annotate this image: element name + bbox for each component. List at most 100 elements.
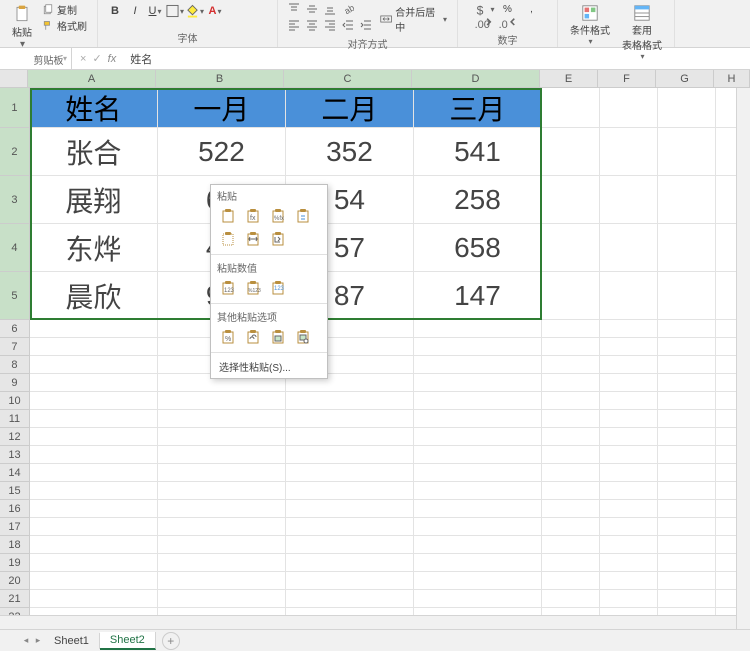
row-header[interactable]: 15: [0, 482, 29, 500]
column-header[interactable]: A: [28, 70, 156, 87]
cell[interactable]: [600, 554, 658, 572]
underline-button[interactable]: U▾: [146, 2, 164, 20]
conditional-format-button[interactable]: 条件格式▾: [566, 2, 614, 48]
cell[interactable]: [414, 500, 542, 518]
cell[interactable]: 晨欣: [30, 272, 158, 320]
cell[interactable]: 东烨: [30, 224, 158, 272]
cell[interactable]: [158, 482, 286, 500]
row-header[interactable]: 12: [0, 428, 29, 446]
copy-button[interactable]: 复制: [40, 2, 89, 17]
cell[interactable]: [30, 572, 158, 590]
cell[interactable]: [542, 176, 600, 224]
cell[interactable]: [658, 128, 716, 176]
cell[interactable]: [600, 320, 658, 338]
cell[interactable]: [30, 338, 158, 356]
align-left-button[interactable]: [286, 18, 302, 32]
sheet-nav-next[interactable]: ▸: [32, 635, 44, 646]
cell[interactable]: [600, 88, 658, 128]
cell[interactable]: [414, 590, 542, 608]
row-header[interactable]: 13: [0, 446, 29, 464]
cell[interactable]: [286, 500, 414, 518]
cell[interactable]: [30, 536, 158, 554]
cell[interactable]: [658, 446, 716, 464]
align-middle-button[interactable]: [304, 2, 320, 16]
cell[interactable]: [542, 128, 600, 176]
name-box[interactable]: [0, 48, 72, 69]
indent-dec-button[interactable]: [340, 18, 356, 32]
paste-button[interactable]: 粘贴 ▾: [8, 2, 36, 52]
cell[interactable]: [542, 446, 600, 464]
paste-values-number-icon[interactable]: %123: [242, 278, 264, 298]
paste-formatting-icon[interactable]: %: [217, 327, 239, 347]
cell[interactable]: [600, 572, 658, 590]
column-header[interactable]: F: [598, 70, 656, 87]
paste-keep-source-icon[interactable]: [292, 206, 314, 226]
row-header[interactable]: 2: [0, 128, 29, 176]
cell[interactable]: [286, 518, 414, 536]
cell[interactable]: [286, 590, 414, 608]
cell[interactable]: [158, 446, 286, 464]
cell[interactable]: [600, 590, 658, 608]
cell[interactable]: [542, 392, 600, 410]
row-header[interactable]: 16: [0, 500, 29, 518]
cell[interactable]: [658, 428, 716, 446]
paste-special-menu-item[interactable]: 选择性粘贴(S)...: [211, 355, 327, 378]
cell[interactable]: [658, 572, 716, 590]
paste-link-icon[interactable]: [242, 327, 264, 347]
cell[interactable]: 352: [286, 128, 414, 176]
paste-formulas-icon[interactable]: fx: [242, 206, 264, 226]
cell[interactable]: [158, 554, 286, 572]
row-header[interactable]: 7: [0, 338, 29, 356]
column-header[interactable]: E: [540, 70, 598, 87]
align-right-button[interactable]: [322, 18, 338, 32]
cell[interactable]: [542, 572, 600, 590]
align-center-button[interactable]: [304, 18, 320, 32]
add-sheet-button[interactable]: +: [162, 632, 180, 650]
cell[interactable]: [542, 590, 600, 608]
cell[interactable]: [286, 428, 414, 446]
cell[interactable]: [286, 482, 414, 500]
cell[interactable]: [542, 500, 600, 518]
row-header[interactable]: 4: [0, 224, 29, 272]
cell[interactable]: [600, 500, 658, 518]
cell[interactable]: [30, 464, 158, 482]
cell[interactable]: [600, 356, 658, 374]
comma-button[interactable]: ,: [521, 2, 543, 16]
italic-button[interactable]: I: [126, 2, 144, 20]
merge-center-button[interactable]: 合并后居中▾: [378, 2, 449, 36]
cell[interactable]: [542, 554, 600, 572]
cell[interactable]: [542, 428, 600, 446]
cell[interactable]: [658, 224, 716, 272]
sheet-nav-prev[interactable]: ◂: [20, 635, 32, 646]
cell[interactable]: [600, 392, 658, 410]
row-header[interactable]: 19: [0, 554, 29, 572]
cell[interactable]: [158, 464, 286, 482]
row-header[interactable]: 5: [0, 272, 29, 320]
cell[interactable]: [658, 590, 716, 608]
cell[interactable]: [286, 446, 414, 464]
paste-linked-picture-icon[interactable]: [292, 327, 314, 347]
cell[interactable]: [286, 464, 414, 482]
paste-values-icon[interactable]: 123: [217, 278, 239, 298]
cell[interactable]: [30, 374, 158, 392]
paste-all-icon[interactable]: [217, 206, 239, 226]
cell[interactable]: [414, 446, 542, 464]
cell[interactable]: [658, 410, 716, 428]
cell[interactable]: [658, 320, 716, 338]
cell[interactable]: [600, 410, 658, 428]
cell[interactable]: [658, 176, 716, 224]
paste-picture-icon[interactable]: [267, 327, 289, 347]
row-header[interactable]: 6: [0, 320, 29, 338]
cell[interactable]: [414, 374, 542, 392]
cell[interactable]: [158, 590, 286, 608]
cell[interactable]: 张合: [30, 128, 158, 176]
cell[interactable]: [600, 176, 658, 224]
cell[interactable]: [542, 518, 600, 536]
cell[interactable]: [600, 482, 658, 500]
vertical-scrollbar[interactable]: [736, 88, 750, 629]
column-header[interactable]: H: [714, 70, 750, 87]
select-all-corner[interactable]: [0, 70, 28, 87]
row-header[interactable]: 14: [0, 464, 29, 482]
column-header[interactable]: G: [656, 70, 714, 87]
indent-inc-button[interactable]: [358, 18, 374, 32]
